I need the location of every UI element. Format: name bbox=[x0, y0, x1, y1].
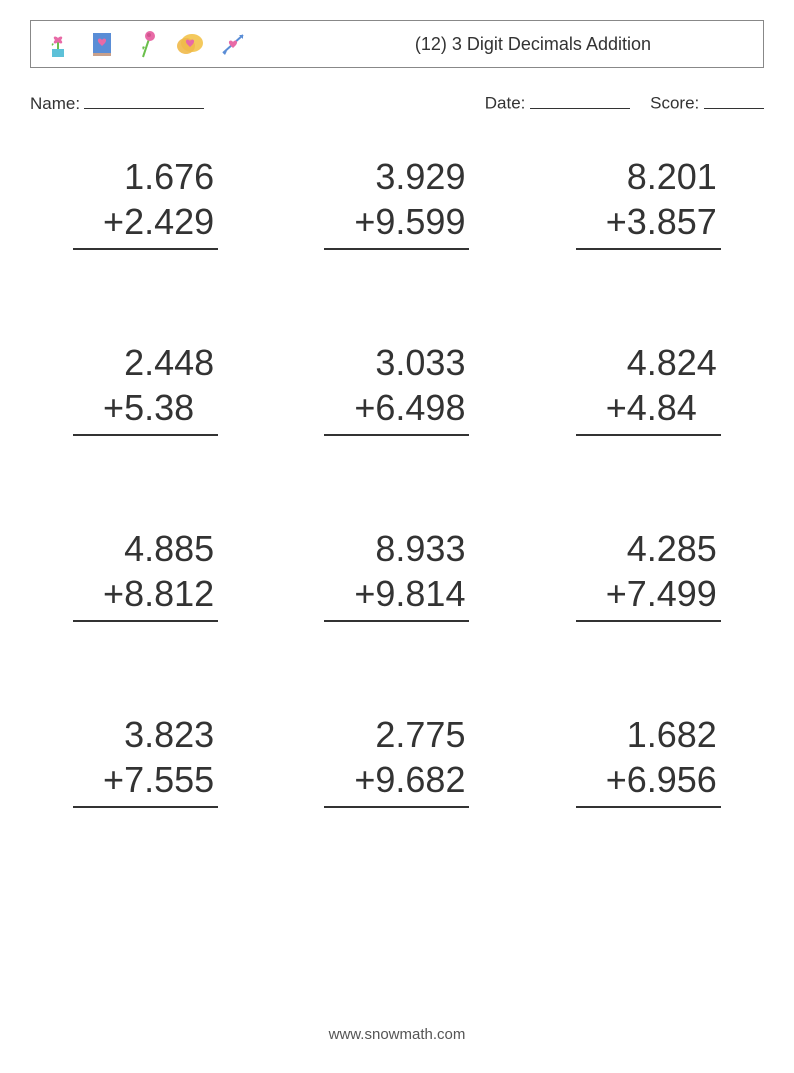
operand-top: 4.885 bbox=[73, 526, 218, 571]
operand-top: 8.933 bbox=[324, 526, 469, 571]
score-label: Score: bbox=[650, 94, 699, 113]
operand-top: 4.285 bbox=[576, 526, 721, 571]
problem: 8.933 +9.814 bbox=[324, 526, 469, 622]
problem: 3.823 +7.555 bbox=[73, 712, 218, 808]
info-row: Name: Date: Score: bbox=[30, 90, 764, 114]
date-blank bbox=[530, 90, 630, 109]
problem: 8.201 +3.857 bbox=[576, 154, 721, 250]
book-heart-icon bbox=[87, 29, 117, 59]
name-label: Name: bbox=[30, 94, 80, 114]
arrow-heart-icon bbox=[219, 29, 249, 59]
operand-bottom: +6.956 bbox=[576, 757, 721, 808]
score-blank bbox=[704, 90, 764, 109]
problem: 2.448 +5.38 bbox=[73, 340, 218, 436]
problem: 2.775 +9.682 bbox=[324, 712, 469, 808]
operand-bottom: +7.555 bbox=[73, 757, 218, 808]
score-field: Score: bbox=[650, 90, 764, 114]
rose-icon bbox=[131, 29, 161, 59]
operand-bottom: +8.812 bbox=[73, 571, 218, 622]
operand-top: 3.823 bbox=[73, 712, 218, 757]
name-blank bbox=[84, 90, 204, 109]
operand-top: 2.775 bbox=[324, 712, 469, 757]
problems-grid: 1.676 +2.429 3.929 +9.599 8.201 +3.857 2… bbox=[60, 154, 734, 808]
worksheet-title: (12) 3 Digit Decimals Addition bbox=[415, 34, 651, 55]
operand-bottom: +2.429 bbox=[73, 199, 218, 250]
speech-heart-icon bbox=[175, 29, 205, 59]
problem: 1.676 +2.429 bbox=[73, 154, 218, 250]
operand-top: 3.033 bbox=[324, 340, 469, 385]
operand-bottom: +9.682 bbox=[324, 757, 469, 808]
problem: 3.929 +9.599 bbox=[324, 154, 469, 250]
operand-top: 4.824 bbox=[576, 340, 721, 385]
operand-bottom: +9.814 bbox=[324, 571, 469, 622]
header-bar: (12) 3 Digit Decimals Addition bbox=[30, 20, 764, 68]
operand-bottom: +7.499 bbox=[576, 571, 721, 622]
problem: 3.033 +6.498 bbox=[324, 340, 469, 436]
problem: 1.682 +6.956 bbox=[576, 712, 721, 808]
name-field: Name: bbox=[30, 90, 204, 114]
footer-url: www.snowmath.com bbox=[0, 1026, 794, 1043]
operand-top: 3.929 bbox=[324, 154, 469, 199]
operand-top: 1.676 bbox=[73, 154, 218, 199]
operand-bottom: +3.857 bbox=[576, 199, 721, 250]
operand-bottom: +6.498 bbox=[324, 385, 469, 436]
operand-top: 1.682 bbox=[576, 712, 721, 757]
operand-bottom: +4.84 bbox=[576, 385, 721, 436]
operand-top: 2.448 bbox=[73, 340, 218, 385]
date-label: Date: bbox=[485, 94, 526, 113]
problem: 4.885 +8.812 bbox=[73, 526, 218, 622]
operand-top: 8.201 bbox=[576, 154, 721, 199]
problem: 4.285 +7.499 bbox=[576, 526, 721, 622]
operand-bottom: +5.38 bbox=[73, 385, 218, 436]
header-icons bbox=[43, 29, 249, 59]
date-field: Date: bbox=[485, 90, 630, 114]
flower-pot-icon bbox=[43, 29, 73, 59]
operand-bottom: +9.599 bbox=[324, 199, 469, 250]
problem: 4.824 +4.84 bbox=[576, 340, 721, 436]
